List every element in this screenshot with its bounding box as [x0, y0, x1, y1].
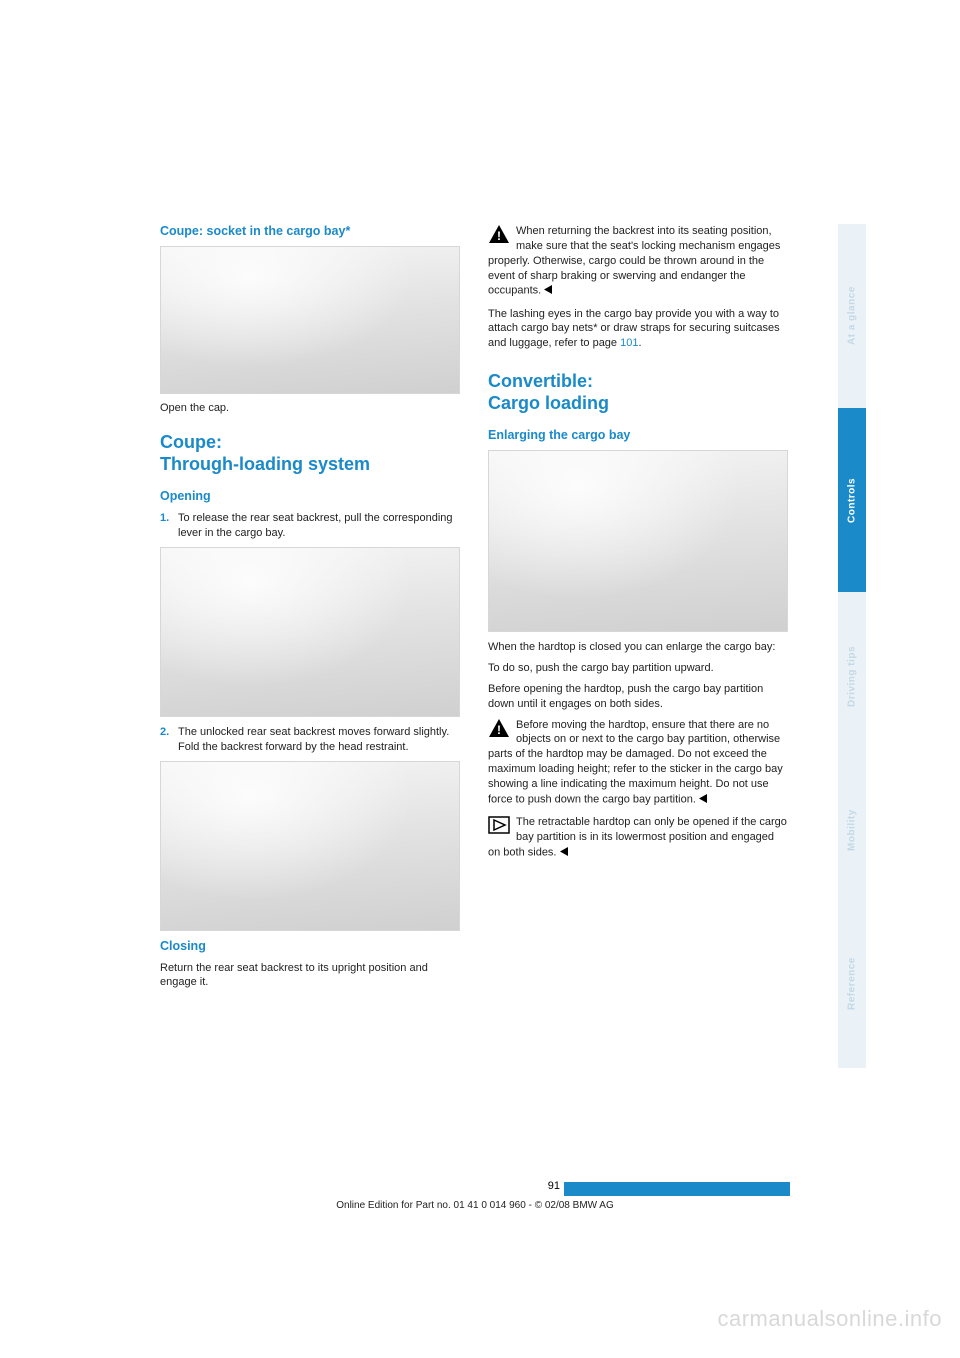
page-link[interactable]: 101: [620, 337, 638, 349]
page-number-wrap: 91: [160, 1182, 790, 1196]
right-column: ! When returning the backrest into its s…: [488, 224, 788, 996]
list-item: 1. To release the rear seat backrest, pu…: [160, 511, 460, 541]
figure-cargo-socket: [160, 246, 460, 394]
step-text: To release the rear seat backrest, pull …: [178, 511, 460, 541]
heading-enlarging: Enlarging the cargo bay: [488, 428, 788, 442]
online-edition-text: Online Edition for Part no. 01 41 0 014 …: [160, 1200, 790, 1211]
opening-steps: 1. To release the rear seat backrest, pu…: [160, 511, 460, 541]
side-tabs: At a glance Controls Driving tips Mobili…: [838, 224, 866, 1068]
lashing-text: The lashing eyes in the cargo bay provid…: [488, 307, 788, 352]
tab-controls[interactable]: Controls: [838, 408, 866, 592]
page-number-bar: [564, 1182, 790, 1196]
paragraph: Return the rear seat backrest to its upr…: [160, 961, 460, 991]
heading-line-1: Convertible:: [488, 371, 593, 391]
warning-text: Before moving the hardtop, ensure that t…: [488, 719, 783, 806]
page-footer: 91 Online Edition for Part no. 01 41 0 0…: [160, 1182, 790, 1211]
figure-enlarge-cargo: [488, 450, 788, 632]
heading-through-loading: Coupe: Through-loading system: [160, 432, 460, 475]
paragraph: Before opening the hardtop, push the car…: [488, 682, 788, 712]
left-column: Coupe: socket in the cargo bay* Open the…: [160, 224, 460, 996]
text-part: .: [638, 337, 641, 349]
heading-line-1: Coupe:: [160, 432, 222, 452]
paragraph: To do so, push the cargo bay partition u…: [488, 661, 788, 676]
page: Coupe: socket in the cargo bay* Open the…: [0, 0, 960, 1358]
heading-convertible: Convertible: Cargo loading: [488, 371, 788, 414]
end-mark-icon: [544, 283, 553, 298]
heading-socket: Coupe: socket in the cargo bay*: [160, 224, 460, 238]
content-columns: Coupe: socket in the cargo bay* Open the…: [160, 224, 790, 996]
info-icon: [488, 815, 510, 835]
heading-closing: Closing: [160, 939, 460, 953]
warning-icon: !: [488, 224, 510, 244]
caption-open-cap: Open the cap.: [160, 402, 460, 414]
page-number: 91: [548, 1180, 560, 1192]
step-number: 1.: [160, 511, 178, 541]
note-block-3: The retractable hardtop can only be open…: [488, 815, 788, 860]
step-number: 2.: [160, 725, 178, 755]
warning-block-1: ! When returning the backrest into its s…: [488, 224, 788, 299]
paragraph: The lashing eyes in the cargo bay provid…: [488, 307, 788, 352]
enlarge-text: When the hardtop is closed you can enlar…: [488, 640, 788, 711]
end-mark-icon: [560, 845, 569, 860]
tab-mobility[interactable]: Mobility: [838, 760, 866, 900]
warning-icon: !: [488, 718, 510, 738]
watermark: carmanualsonline.info: [717, 1306, 942, 1332]
svg-text:!: !: [497, 229, 501, 243]
paragraph: When the hardtop is closed you can enlar…: [488, 640, 788, 655]
heading-opening: Opening: [160, 489, 460, 503]
step-text: The unlocked rear seat backrest moves fo…: [178, 725, 460, 755]
tab-at-a-glance[interactable]: At a glance: [838, 224, 866, 408]
list-item: 2. The unlocked rear seat backrest moves…: [160, 725, 460, 755]
end-mark-icon: [699, 792, 708, 807]
warning-text: When returning the backrest into its sea…: [488, 225, 780, 297]
tab-driving-tips[interactable]: Driving tips: [838, 592, 866, 760]
figure-release-lever: [160, 547, 460, 717]
warning-block-2: ! Before moving the hardtop, ensure that…: [488, 718, 788, 807]
heading-line-2: Cargo loading: [488, 393, 609, 413]
opening-steps-2: 2. The unlocked rear seat backrest moves…: [160, 725, 460, 755]
heading-line-2: Through-loading system: [160, 454, 370, 474]
figure-fold-backrest: [160, 761, 460, 931]
closing-text: Return the rear seat backrest to its upr…: [160, 961, 460, 991]
note-text: The retractable hardtop can only be open…: [488, 816, 787, 858]
svg-text:!: !: [497, 723, 501, 737]
tab-reference[interactable]: Reference: [838, 900, 866, 1068]
